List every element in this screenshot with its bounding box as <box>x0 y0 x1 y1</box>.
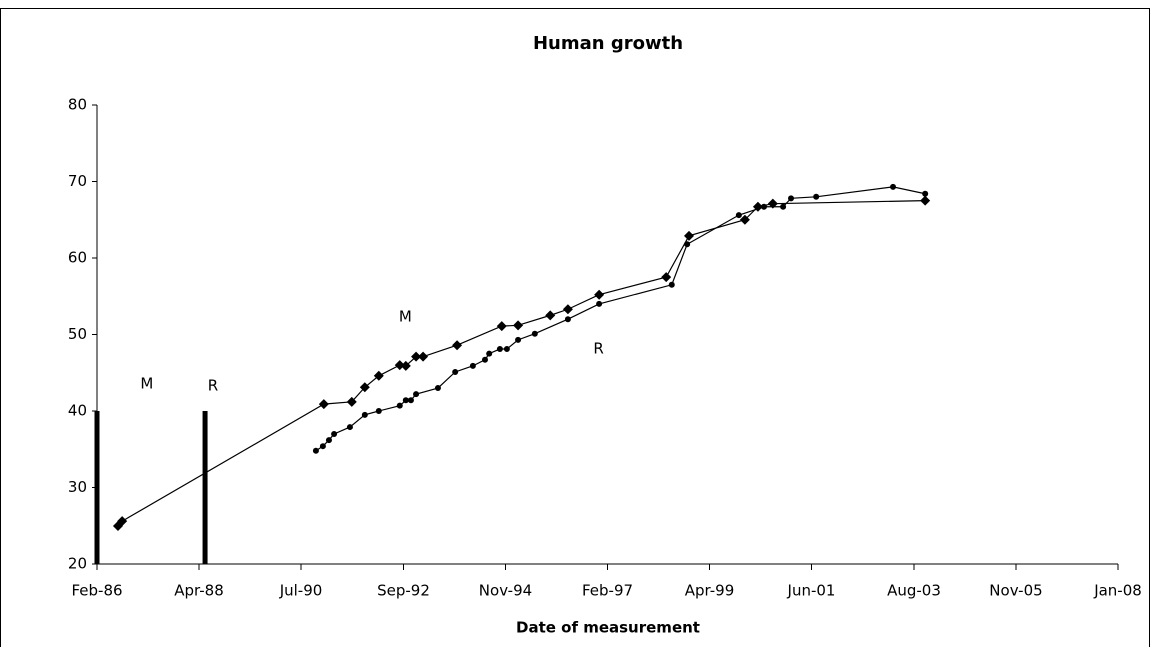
x-tick-label: Apr-88 <box>174 582 224 600</box>
y-tick-label: 70 <box>68 172 87 190</box>
x-tick-label: Feb-97 <box>582 582 633 600</box>
marker <box>684 241 691 248</box>
marker <box>346 424 353 431</box>
marker <box>890 183 897 190</box>
marker <box>515 336 522 343</box>
marker <box>434 385 441 392</box>
y-tick-label: 50 <box>68 325 87 343</box>
annotation: R <box>208 376 218 394</box>
marker <box>394 360 405 371</box>
marker <box>452 368 459 375</box>
marker <box>375 408 382 414</box>
marker <box>596 300 603 307</box>
marker <box>564 316 571 323</box>
marker <box>684 230 695 241</box>
marker <box>531 330 538 337</box>
marker <box>780 203 787 210</box>
y-tick-label: 60 <box>68 249 87 267</box>
marker <box>920 195 931 206</box>
x-tick-label: Aug-03 <box>887 582 941 600</box>
marker <box>562 304 573 315</box>
marker <box>402 397 409 404</box>
marker <box>813 193 820 200</box>
marker <box>117 516 128 527</box>
marker <box>668 281 675 288</box>
marker <box>481 356 488 363</box>
marker <box>735 212 742 219</box>
marker <box>739 214 750 225</box>
marker <box>594 289 605 300</box>
x-tick-label: Jun-01 <box>787 582 836 600</box>
marker <box>318 399 329 410</box>
marker <box>396 402 403 409</box>
annotation: M <box>399 307 412 325</box>
marker <box>312 447 319 454</box>
chart-border <box>0 8 1150 647</box>
y-tick-label: 40 <box>68 402 87 420</box>
x-tick-label: Apr-99 <box>685 582 735 600</box>
marker <box>486 350 493 357</box>
marker <box>469 362 476 369</box>
x-tick-label: Sep-92 <box>377 582 430 600</box>
chart-title: Human growth <box>533 33 683 54</box>
marker <box>545 310 556 321</box>
annotation: M <box>140 375 153 393</box>
annotation: R <box>593 340 603 358</box>
x-tick-label: Nov-05 <box>989 582 1042 600</box>
marker <box>496 346 503 353</box>
marker <box>400 360 411 371</box>
marker <box>922 190 929 197</box>
marker <box>496 321 507 332</box>
x-tick-label: Jul-90 <box>279 582 323 600</box>
marker <box>418 351 429 362</box>
marker <box>373 370 384 381</box>
marker <box>411 351 422 362</box>
y-tick-label: 20 <box>68 555 87 573</box>
marker <box>407 397 414 404</box>
x-tick-label: Feb-86 <box>71 582 122 600</box>
y-tick-label: 30 <box>68 478 87 496</box>
marker <box>413 391 420 398</box>
marker <box>503 346 510 353</box>
marker <box>331 430 338 437</box>
marker <box>361 411 368 418</box>
marker <box>452 340 463 351</box>
marker <box>661 272 672 283</box>
marker <box>319 443 326 450</box>
marker <box>761 203 768 210</box>
x-tick-label: Nov-94 <box>479 582 532 600</box>
marker <box>346 396 357 407</box>
x-axis-label: Date of measurement <box>516 619 700 637</box>
marker <box>513 320 524 331</box>
marker <box>325 437 332 444</box>
marker <box>359 382 370 393</box>
series-line <box>117 200 926 527</box>
x-tick-label: Jan-08 <box>1093 582 1142 600</box>
marker <box>788 195 795 202</box>
y-tick-label: 80 <box>68 96 87 114</box>
